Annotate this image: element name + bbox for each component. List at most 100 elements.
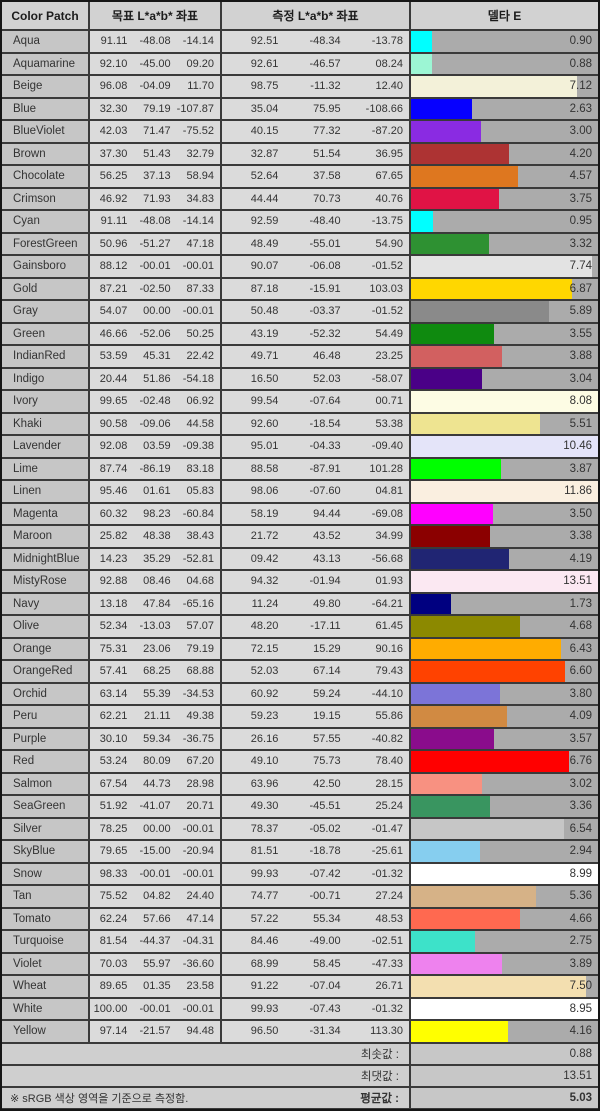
delta-e-cell: 3.89 (411, 953, 598, 974)
target-lab-cell: 89.65 01.35 23.58 (90, 976, 220, 997)
delta-e-value: 0.88 (569, 57, 592, 70)
color-name: Ivory (2, 391, 88, 412)
target-a: -04.09 (139, 80, 171, 93)
measured-lab-cell: 99.93 -07.43 -01.32 (222, 998, 409, 1019)
target-a: 79.19 (143, 102, 171, 115)
measured-lab-cell: 44.44 70.73 40.76 (222, 188, 409, 209)
delta-e-value: 6.87 (569, 282, 592, 295)
target-b: 47.18 (186, 237, 214, 250)
target-a: 55.97 (143, 957, 171, 970)
target-lab-cell: 92.08 03.59 -09.38 (90, 436, 220, 457)
measured-a: -07.64 (309, 395, 341, 408)
measured-a: -55.01 (309, 237, 341, 250)
target-lab-cell: 98.33 -00.01 -00.01 (90, 863, 220, 884)
measured-a: 75.73 (313, 755, 341, 768)
delta-e-value: 3.36 (569, 800, 592, 813)
measured-a: -31.34 (309, 1025, 341, 1038)
measured-lab-cell: 95.01 -04.33 -09.40 (222, 436, 409, 457)
target-b: -14.14 (182, 35, 214, 48)
delta-e-bar (411, 818, 564, 839)
color-name: Navy (2, 593, 88, 614)
target-lab-cell: 92.10 -45.00 09.20 (90, 53, 220, 74)
delta-e-cell: 6.76 (411, 751, 598, 772)
measured-b: -40.82 (371, 732, 403, 745)
target-l: 96.08 (99, 80, 128, 93)
target-lab-cell: 79.65 -15.00 -20.94 (90, 841, 220, 862)
measured-lab-cell: 11.24 49.80 -64.21 (222, 593, 409, 614)
target-l: 25.82 (99, 530, 128, 543)
target-a: 03.59 (143, 440, 171, 453)
measured-l: 95.01 (250, 440, 279, 453)
target-lab-cell: 81.54 -44.37 -04.31 (90, 931, 220, 952)
delta-e-bar (411, 616, 521, 637)
target-a: -45.00 (139, 57, 171, 70)
table-row: Orchid 63.14 55.39 -34.53 60.92 59.24 -4… (2, 683, 598, 704)
delta-e-cell: 4.20 (411, 143, 598, 164)
table-row: Green 46.66 -52.06 50.25 43.19 -52.32 54… (2, 323, 598, 344)
measured-l: 21.72 (250, 530, 279, 543)
color-name: MidnightBlue (2, 548, 88, 569)
delta-e-bar (411, 976, 587, 997)
measured-lab-cell: 98.06 -07.60 04.81 (222, 481, 409, 502)
delta-e-bar (411, 571, 598, 592)
target-lab-cell: 96.08 -04.09 11.70 (90, 76, 220, 97)
measured-a: -49.00 (309, 935, 341, 948)
delta-e-value: 4.57 (569, 170, 592, 183)
measured-a: -07.60 (309, 485, 341, 498)
target-l: 87.74 (99, 462, 128, 475)
delta-e-bar (411, 256, 592, 277)
measured-lab-cell: 49.10 75.73 78.40 (222, 751, 409, 772)
measured-a: -00.71 (309, 890, 341, 903)
measured-b: -56.68 (371, 552, 403, 565)
delta-e-value: 1.73 (569, 597, 592, 610)
delta-e-value: 3.32 (569, 237, 592, 250)
target-lab-cell: 42.03 71.47 -75.52 (90, 121, 220, 142)
measured-b: 01.93 (375, 575, 403, 588)
target-l: 75.31 (99, 642, 128, 655)
delta-e-bar (411, 211, 434, 232)
target-b: 79.19 (186, 642, 214, 655)
delta-e-value: 5.36 (569, 890, 592, 903)
measured-a: -07.42 (309, 867, 341, 880)
measured-lab-cell: 90.07 -06.08 -01.52 (222, 256, 409, 277)
target-l: 50.96 (99, 237, 128, 250)
measured-a: 55.34 (313, 912, 341, 925)
measured-a: 94.44 (313, 507, 341, 520)
delta-e-value: 7.74 (569, 260, 592, 273)
measured-l: 60.92 (250, 687, 279, 700)
target-a: -44.37 (139, 935, 171, 948)
target-lab-cell: 50.96 -51.27 47.18 (90, 233, 220, 254)
measured-l: 32.87 (250, 147, 279, 160)
target-b: 22.42 (186, 350, 214, 363)
delta-e-value: 8.08 (569, 395, 592, 408)
delta-e-value: 4.09 (569, 710, 592, 723)
target-a: -51.27 (139, 237, 171, 250)
color-name: Cyan (2, 211, 88, 232)
summary-min-label: 최솟값 : (360, 1048, 399, 1061)
measured-l: 35.04 (250, 102, 279, 115)
measured-l: 92.51 (250, 35, 279, 48)
summary-max-value: 13.51 (411, 1065, 598, 1086)
target-a: 37.13 (143, 170, 171, 183)
color-name: SeaGreen (2, 796, 88, 817)
target-a: -48.08 (139, 35, 171, 48)
color-name: MistyRose (2, 571, 88, 592)
target-b: 24.40 (186, 890, 214, 903)
target-l: 53.59 (99, 350, 128, 363)
measured-b: 53.38 (375, 417, 403, 430)
table-row: Linen 95.46 01.61 05.83 98.06 -07.60 04.… (2, 481, 598, 502)
delta-e-value: 3.87 (569, 462, 592, 475)
target-l: 51.92 (99, 800, 128, 813)
measured-lab-cell: 87.18 -15.91 103.03 (222, 278, 409, 299)
delta-e-bar (411, 773, 482, 794)
delta-e-cell: 7.74 (411, 256, 598, 277)
measured-lab-cell: 57.22 55.34 48.53 (222, 908, 409, 929)
target-lab-cell: 97.14 -21.57 94.48 (90, 1021, 220, 1042)
table-row: Violet 70.03 55.97 -36.60 68.99 58.45 -4… (2, 953, 598, 974)
table-row: Maroon 25.82 48.38 38.43 21.72 43.52 34.… (2, 526, 598, 547)
color-name: Olive (2, 616, 88, 637)
target-l: 79.65 (99, 845, 128, 858)
measured-b: 67.65 (375, 170, 403, 183)
delta-e-bar (411, 998, 598, 1019)
color-name: Beige (2, 76, 88, 97)
